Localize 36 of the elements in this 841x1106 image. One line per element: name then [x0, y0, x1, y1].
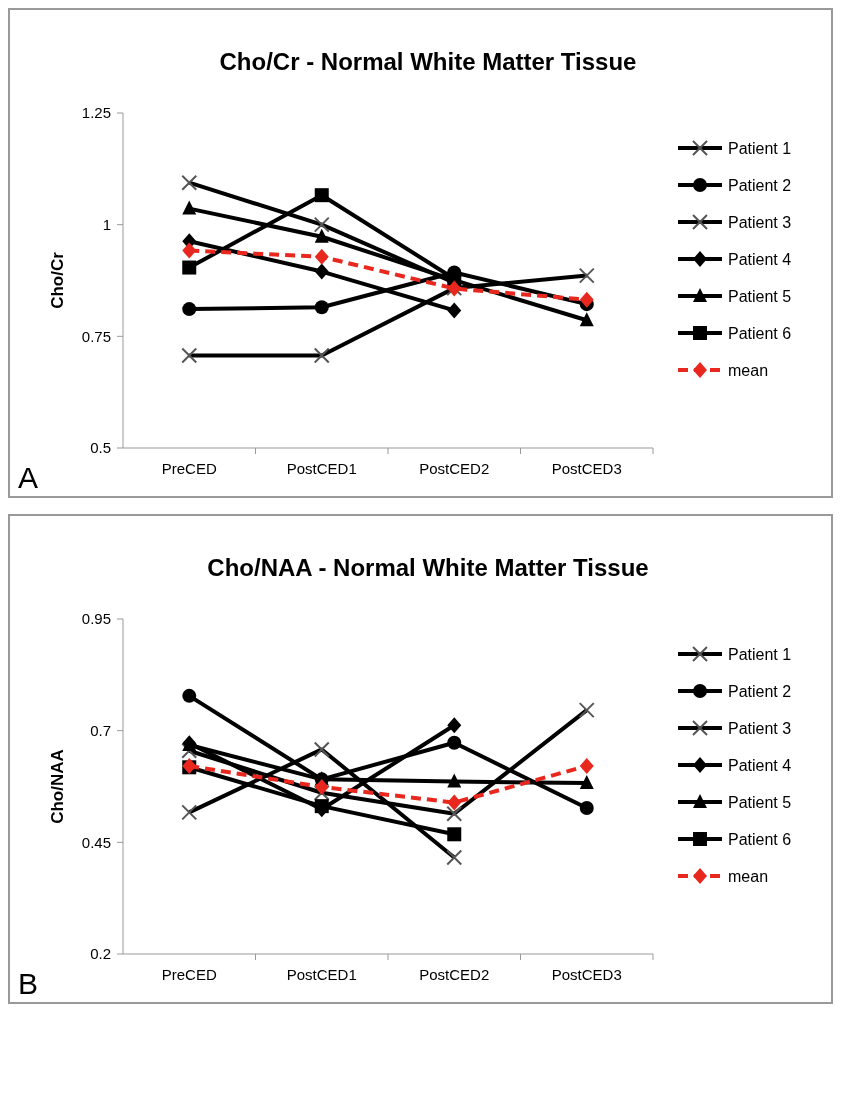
- legend-label: Patient 2: [728, 176, 792, 194]
- y-tick-label: 0.45: [81, 833, 111, 851]
- legend-label: Patient 5: [728, 793, 792, 811]
- legend-label: mean: [728, 361, 769, 379]
- x-tick-label: PostCED2: [419, 460, 490, 477]
- chart-title: Cho/NAA - Normal White Matter Tissue: [207, 554, 649, 581]
- y-tick-label: 0.5: [90, 439, 111, 457]
- x-tick-label: PostCED3: [551, 966, 622, 983]
- legend-label: Patient 6: [728, 324, 792, 342]
- y-tick-label: 1: [102, 215, 111, 233]
- legend-label: Patient 6: [728, 830, 792, 848]
- legend-label: Patient 4: [728, 756, 792, 774]
- text: B: [18, 967, 39, 1000]
- y-tick-label: 0.75: [81, 327, 111, 345]
- x-tick-label: PostCED1: [286, 460, 357, 477]
- x-tick-label: PreCED: [161, 966, 217, 983]
- text: A: [18, 461, 39, 494]
- y-tick-label: 0.7: [90, 721, 111, 739]
- legend-label: Patient 3: [728, 213, 792, 231]
- legend-label: Patient 5: [728, 287, 792, 305]
- y-axis-title: Cho/Cr: [48, 251, 67, 309]
- y-tick-label: 0.95: [81, 610, 111, 628]
- legend-label: Patient 2: [728, 682, 792, 700]
- x-tick-label: PostCED1: [286, 966, 357, 983]
- legend-label: Patient 3: [728, 719, 792, 737]
- legend-label: Patient 1: [728, 139, 792, 157]
- x-tick-label: PostCED2: [419, 966, 490, 983]
- legend-label: Patient 1: [728, 645, 792, 663]
- chart-title: Cho/Cr - Normal White Matter Tissue: [219, 48, 637, 75]
- y-axis-title: Cho/NAA: [48, 749, 67, 824]
- legend-label: Patient 4: [728, 250, 792, 268]
- y-tick-label: 1.25: [81, 104, 111, 122]
- legend-label: mean: [728, 867, 769, 885]
- x-tick-label: PostCED3: [551, 460, 622, 477]
- x-tick-label: PreCED: [161, 460, 217, 477]
- y-tick-label: 0.2: [90, 945, 111, 963]
